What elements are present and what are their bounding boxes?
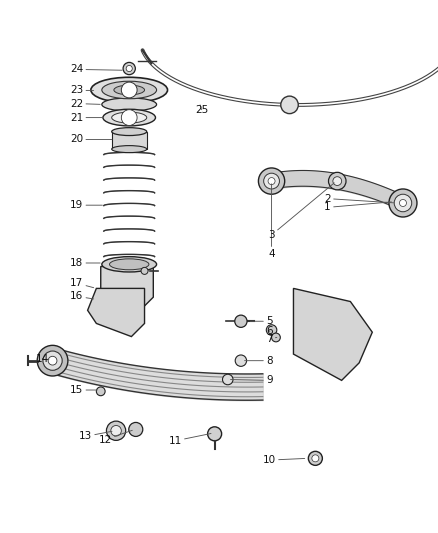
- Ellipse shape: [102, 81, 156, 99]
- Circle shape: [141, 268, 148, 274]
- Circle shape: [129, 423, 143, 437]
- Circle shape: [399, 199, 406, 206]
- Ellipse shape: [103, 109, 155, 126]
- Circle shape: [268, 177, 275, 184]
- Circle shape: [312, 455, 319, 462]
- Text: 18: 18: [70, 258, 100, 268]
- Text: 21: 21: [70, 112, 102, 123]
- Circle shape: [96, 387, 105, 395]
- Circle shape: [111, 425, 121, 436]
- Text: 17: 17: [70, 278, 94, 288]
- Text: 23: 23: [70, 85, 94, 95]
- Text: 7: 7: [266, 334, 277, 344]
- Ellipse shape: [110, 259, 149, 270]
- Circle shape: [43, 351, 62, 370]
- Ellipse shape: [114, 85, 145, 95]
- Text: 8: 8: [244, 356, 273, 366]
- Circle shape: [389, 189, 417, 217]
- Polygon shape: [101, 266, 153, 310]
- Ellipse shape: [112, 128, 147, 135]
- Circle shape: [235, 315, 247, 327]
- Text: 13: 13: [79, 431, 112, 441]
- Polygon shape: [293, 288, 372, 381]
- Text: 5: 5: [250, 316, 273, 326]
- Text: 14: 14: [36, 354, 49, 365]
- Text: 25: 25: [195, 104, 208, 115]
- Circle shape: [394, 194, 412, 212]
- Circle shape: [308, 451, 322, 465]
- Text: 19: 19: [70, 200, 102, 210]
- Circle shape: [121, 82, 137, 98]
- Circle shape: [223, 374, 233, 385]
- Polygon shape: [88, 288, 145, 336]
- Text: 20: 20: [70, 134, 112, 144]
- Circle shape: [126, 66, 132, 71]
- Circle shape: [123, 62, 135, 75]
- Circle shape: [106, 421, 126, 440]
- Circle shape: [258, 168, 285, 194]
- Text: 9: 9: [230, 375, 273, 385]
- Text: 6: 6: [266, 326, 273, 336]
- Text: 4: 4: [268, 184, 275, 259]
- Text: 10: 10: [263, 455, 305, 465]
- Ellipse shape: [112, 146, 147, 152]
- Circle shape: [37, 345, 68, 376]
- Circle shape: [328, 172, 346, 190]
- Circle shape: [281, 96, 298, 114]
- Text: 1: 1: [324, 202, 392, 212]
- Text: 16: 16: [70, 291, 94, 301]
- Ellipse shape: [112, 112, 147, 123]
- Text: 12: 12: [99, 430, 132, 445]
- Ellipse shape: [102, 98, 156, 111]
- Circle shape: [121, 110, 137, 125]
- Circle shape: [264, 173, 279, 189]
- Ellipse shape: [91, 77, 167, 103]
- Circle shape: [333, 177, 342, 185]
- Circle shape: [48, 356, 57, 365]
- Text: 24: 24: [70, 64, 122, 75]
- Text: 3: 3: [268, 183, 334, 240]
- Text: 2: 2: [324, 193, 394, 204]
- Circle shape: [266, 325, 277, 335]
- Text: 15: 15: [70, 385, 97, 395]
- Polygon shape: [112, 132, 147, 149]
- Circle shape: [272, 333, 280, 342]
- Circle shape: [235, 355, 247, 366]
- Text: 22: 22: [70, 99, 100, 109]
- Circle shape: [208, 427, 222, 441]
- Ellipse shape: [102, 257, 156, 272]
- Text: 11: 11: [169, 433, 211, 446]
